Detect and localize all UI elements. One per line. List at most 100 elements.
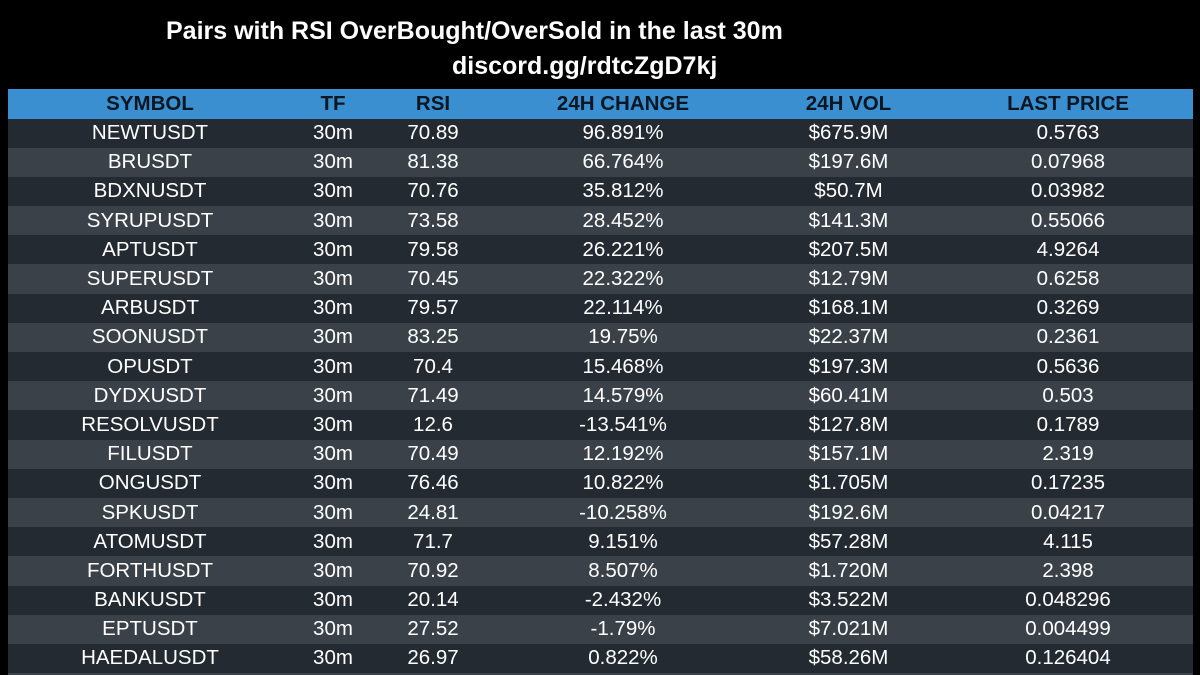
cell-24h-change: 9.151% (588, 529, 658, 553)
cell-rsi: 20.14 (407, 588, 459, 612)
cell-symbol: HAEDALUSDT (81, 646, 219, 670)
cell-symbol: SUPERUSDT (86, 267, 214, 291)
table-row: OPUSDT 30m 70.4 15.468% $197.3M 0.5636 (8, 352, 1193, 382)
table-row: SYRUPUSDT 30m 73.58 28.452% $141.3M 0.55066 (8, 206, 1193, 236)
column-header-tf: TF (320, 91, 346, 115)
table-row: SPKUSDT 30m 24.81 -10.258% $192.6M 0.04217 (8, 497, 1193, 528)
cell-rsi: 71.7 (413, 529, 453, 553)
cell-tf: 30m (313, 412, 353, 436)
cell-tf: 30m (313, 121, 353, 145)
cell-tf: 30m (313, 617, 353, 641)
table-row: HAEDALUSDT 30m 26.97 0.822% $58.26M 0.126404 (8, 643, 1193, 674)
cell-24h-change: 0.822% (588, 646, 658, 670)
cell-24h-vol: $22.37M (808, 325, 889, 349)
cell-rsi: 70.45 (407, 267, 459, 291)
cell-symbol: SOONUSDT (91, 325, 209, 349)
cell-symbol: APTUSDT (102, 237, 198, 261)
table-row: BDXNUSDT 30m 70.76 35.812% $50.7M 0.03982 (8, 176, 1193, 207)
cell-24h-vol: $60.41M (808, 383, 889, 407)
cell-rsi: 81.38 (407, 150, 459, 174)
cell-last-price: 0.503 (1042, 383, 1094, 407)
cell-last-price: 0.03982 (1030, 179, 1106, 203)
table-row: BRUSDT 30m 81.38 66.764% $197.6M 0.07968 (8, 147, 1193, 177)
cell-last-price: 0.004499 (1025, 617, 1111, 641)
cell-24h-vol: $1.720M (808, 558, 889, 582)
cell-24h-change: 28.452% (582, 208, 664, 232)
cell-symbol: FILUSDT (107, 442, 193, 466)
cell-rsi: 70.89 (407, 121, 459, 145)
cell-rsi: 70.49 (407, 442, 459, 466)
discord-link: discord.gg/rdtcZgD7kj (452, 52, 718, 80)
cell-tf: 30m (313, 267, 353, 291)
cell-rsi: 76.46 (407, 471, 459, 495)
cell-rsi: 70.76 (407, 179, 459, 203)
cell-24h-change: 96.891% (582, 121, 664, 145)
cell-24h-change: 12.192% (582, 442, 664, 466)
cell-last-price: 4.9264 (1036, 237, 1100, 261)
cell-last-price: 0.07968 (1030, 150, 1106, 174)
cell-tf: 30m (313, 588, 353, 612)
cell-tf: 30m (313, 179, 353, 203)
cell-rsi: 79.57 (407, 296, 459, 320)
table-row: RESOLVUSDT 30m 12.6 -13.541% $127.8M 0.1789 (8, 410, 1193, 440)
cell-symbol: BRUSDT (107, 150, 193, 174)
cell-rsi: 79.58 (407, 237, 459, 261)
cell-last-price: 0.5636 (1036, 354, 1100, 378)
cell-rsi: 12.6 (413, 412, 453, 436)
table-row: BANKUSDT 30m 20.14 -2.432% $3.522M 0.048296 (8, 585, 1193, 615)
cell-24h-change: 19.75% (588, 325, 658, 349)
cell-24h-vol: $7.021M (808, 617, 889, 641)
table-row: SOONUSDT 30m 83.25 19.75% $22.37M 0.2361 (8, 322, 1193, 352)
cell-tf: 30m (313, 471, 353, 495)
cell-rsi: 83.25 (407, 325, 459, 349)
table-row: APTUSDT 30m 79.58 26.221% $207.5M 4.9264 (8, 235, 1193, 265)
table-row: DYDXUSDT 30m 71.49 14.579% $60.41M 0.503 (8, 381, 1193, 411)
cell-24h-vol: $127.8M (808, 412, 889, 436)
table-row: FORTHUSDT 30m 70.92 8.507% $1.720M 2.398 (8, 556, 1193, 586)
cell-24h-change: 35.812% (582, 179, 664, 203)
cell-24h-vol: $58.26M (808, 646, 889, 670)
table-row: ARBUSDT 30m 79.57 22.114% $168.1M 0.3269 (8, 293, 1193, 323)
cell-tf: 30m (313, 442, 353, 466)
table-row: NEWTUSDT 30m 70.89 96.891% $675.9M 0.5763 (8, 118, 1193, 148)
cell-symbol: ATOMUSDT (93, 529, 207, 553)
cell-symbol: OPUSDT (107, 354, 193, 378)
table-row: ONGUSDT 30m 76.46 10.822% $1.705M 0.17235 (8, 468, 1193, 498)
column-header-rsi: RSI (415, 91, 451, 115)
cell-24h-change: 10.822% (582, 471, 664, 495)
cell-24h-change: 14.579% (582, 383, 664, 407)
table-row: SUPERUSDT 30m 70.45 22.322% $12.79M 0.6258 (8, 264, 1193, 294)
cell-24h-vol: $57.28M (808, 529, 889, 553)
cell-symbol: SPKUSDT (101, 500, 199, 524)
cell-symbol: FORTHUSDT (86, 558, 214, 582)
cell-tf: 30m (313, 558, 353, 582)
cell-last-price: 0.3269 (1036, 296, 1100, 320)
cell-24h-change: 22.322% (582, 267, 664, 291)
cell-symbol: ONGUSDT (98, 471, 202, 495)
cell-tf: 30m (313, 296, 353, 320)
cell-tf: 30m (313, 383, 353, 407)
cell-symbol: ARBUSDT (101, 296, 199, 320)
cell-tf: 30m (313, 325, 353, 349)
cell-rsi: 24.81 (407, 500, 459, 524)
cell-24h-change: -2.432% (584, 588, 662, 612)
cell-rsi: 70.4 (413, 354, 453, 378)
cell-last-price: 0.5763 (1036, 121, 1100, 145)
column-header-last-price: LAST PRICE (1007, 91, 1129, 115)
cell-tf: 30m (313, 150, 353, 174)
cell-last-price: 2.398 (1042, 558, 1094, 582)
cell-symbol: SYRUPUSDT (86, 208, 214, 232)
cell-24h-vol: $3.522M (808, 588, 889, 612)
page-title: Pairs with RSI OverBought/OverSold in th… (166, 17, 783, 45)
cell-24h-change: 66.764% (582, 150, 664, 174)
cell-24h-vol: $197.3M (808, 354, 889, 378)
cell-last-price: 0.2361 (1036, 325, 1100, 349)
cell-rsi: 73.58 (407, 208, 459, 232)
cell-tf: 30m (313, 529, 353, 553)
table-header-row: SYMBOL TF RSI 24H CHANGE 24H VOL LAST PR… (8, 89, 1193, 119)
cell-last-price: 0.6258 (1036, 267, 1100, 291)
cell-24h-change: -13.541% (579, 412, 667, 436)
cell-last-price: 0.048296 (1025, 588, 1111, 612)
table-body: NEWTUSDT 30m 70.89 96.891% $675.9M 0.5763 BRUS… (8, 118, 1193, 674)
